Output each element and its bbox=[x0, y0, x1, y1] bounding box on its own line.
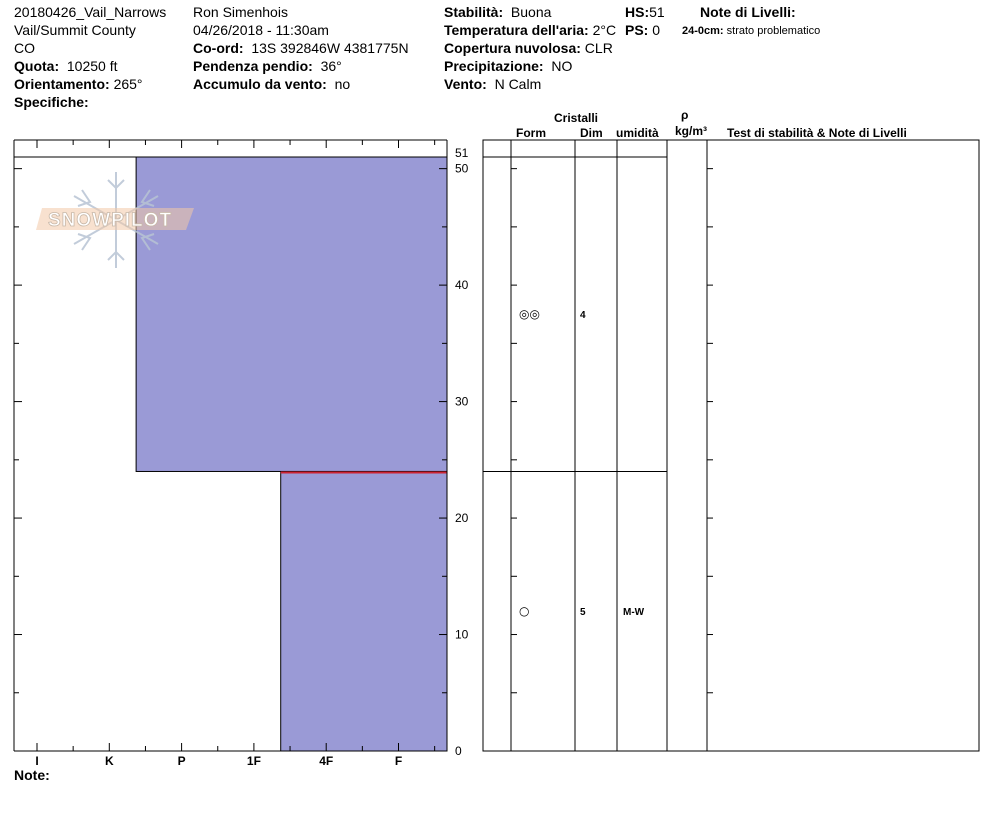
elevation-value: 10250 ft bbox=[66, 58, 118, 74]
penetration: PS: 0 bbox=[625, 21, 660, 39]
y-tick-label: 30 bbox=[455, 395, 469, 409]
elevation-label: Quota: bbox=[14, 58, 60, 74]
specifics-label: Specifiche: bbox=[14, 94, 89, 110]
stability: Stabilità: Buona bbox=[444, 3, 551, 21]
coordinates: Co-ord: 13S 392846W 4381775N bbox=[193, 39, 409, 57]
snowpilot-logo: SNOWPILOT bbox=[36, 172, 194, 268]
grain-form: ◎◎ bbox=[519, 307, 540, 321]
slope-label: Pendenza pendio: bbox=[193, 58, 313, 74]
dim-header: Dim bbox=[580, 126, 603, 140]
y-tick-label: 40 bbox=[455, 278, 469, 292]
hardness-layer-2 bbox=[280, 470, 448, 752]
aspect: Orientamento: 265° bbox=[14, 75, 143, 93]
y-tick-label: 0 bbox=[455, 744, 462, 758]
slope: Pendenza pendio: 36° bbox=[193, 57, 342, 75]
wind-loading: Accumulo da vento: no bbox=[193, 75, 350, 93]
x-tick-label: P bbox=[178, 754, 186, 768]
ps-label: PS: bbox=[625, 22, 649, 38]
moisture-value: M-W bbox=[623, 607, 645, 618]
layer-table-frame bbox=[482, 139, 980, 752]
y-tick-label: 50 bbox=[455, 162, 469, 176]
x-tick-label: K bbox=[105, 754, 114, 768]
cloud-value: CLR bbox=[584, 40, 613, 56]
cloud-cover: Copertura nuvolosa: CLR bbox=[444, 39, 613, 57]
observer: Ron Simenhois bbox=[193, 4, 288, 20]
grain-form: ○ bbox=[519, 604, 529, 618]
elevation: Quota: 10250 ft bbox=[14, 57, 118, 75]
moisture-header: umidità bbox=[616, 126, 659, 140]
wind-value: N Calm bbox=[494, 76, 542, 92]
form-header: Form bbox=[516, 126, 546, 140]
air-temp-label: Temperatura dell'aria: bbox=[444, 22, 589, 38]
coord-label: Co-ord: bbox=[193, 40, 244, 56]
x-tick-label: F bbox=[395, 754, 402, 768]
hs-value: 51 bbox=[649, 4, 665, 20]
layer-note: 24-0cm: strato problematico bbox=[682, 22, 820, 40]
x-tick-label: 4F bbox=[319, 754, 333, 768]
layer-note-depth: 24-0cm: bbox=[682, 25, 724, 37]
y-tick-label: 51 bbox=[455, 146, 469, 160]
stability-value: Buona bbox=[510, 4, 552, 20]
wind-loading-label: Accumulo da vento: bbox=[193, 76, 327, 92]
wind-loading-value: no bbox=[334, 76, 351, 92]
y-tick-label: 20 bbox=[455, 511, 469, 525]
site-name: 20180426_Vail_Narrows bbox=[14, 4, 167, 20]
grain-size: 5 bbox=[580, 607, 586, 618]
crystals-header: Cristalli bbox=[554, 111, 599, 125]
wind: Vento: N Calm bbox=[444, 75, 541, 93]
location: Vail/Summit County bbox=[14, 22, 136, 38]
cloud-label: Copertura nuvolosa: bbox=[444, 40, 581, 56]
rho-header: ρ bbox=[681, 108, 689, 122]
grain-size: 4 bbox=[580, 310, 586, 321]
x-tick-label: I bbox=[35, 754, 38, 768]
precip-label: Precipitazione: bbox=[444, 58, 544, 74]
air-temperature: Temperatura dell'aria: 2°C bbox=[444, 21, 616, 39]
stability-label: Stabilità: bbox=[444, 4, 504, 20]
notes-label: Note: bbox=[14, 767, 50, 783]
air-temp-value: 2°C bbox=[592, 22, 617, 38]
datetime: 04/26/2018 - 11:30am bbox=[193, 22, 329, 38]
wind-label: Vento: bbox=[444, 76, 487, 92]
precip-value: NO bbox=[551, 58, 573, 74]
precipitation: Precipitazione: NO bbox=[444, 57, 572, 75]
layer-note-text: strato problematico bbox=[726, 25, 821, 37]
state: CO bbox=[14, 40, 35, 56]
layer-notes-label: Note di Livelli: bbox=[700, 4, 796, 20]
aspect-value: 265° bbox=[113, 76, 143, 92]
snowpilot-logo-text: SNOWPILOT bbox=[48, 210, 172, 231]
hs-label: HS: bbox=[625, 4, 650, 20]
ps-value: 0 bbox=[652, 22, 661, 38]
slope-value: 36° bbox=[320, 58, 342, 74]
density-unit-header: kg/m³ bbox=[675, 124, 708, 138]
snow-height: HS:51 bbox=[625, 3, 665, 21]
coord-value: 13S 392846W 4381775N bbox=[251, 40, 409, 56]
tests-header: Test di stabilità & Note di Livelli bbox=[727, 126, 907, 140]
aspect-label: Orientamento: bbox=[14, 76, 110, 92]
y-tick-label: 10 bbox=[455, 628, 469, 642]
x-tick-label: 1F bbox=[247, 754, 261, 768]
